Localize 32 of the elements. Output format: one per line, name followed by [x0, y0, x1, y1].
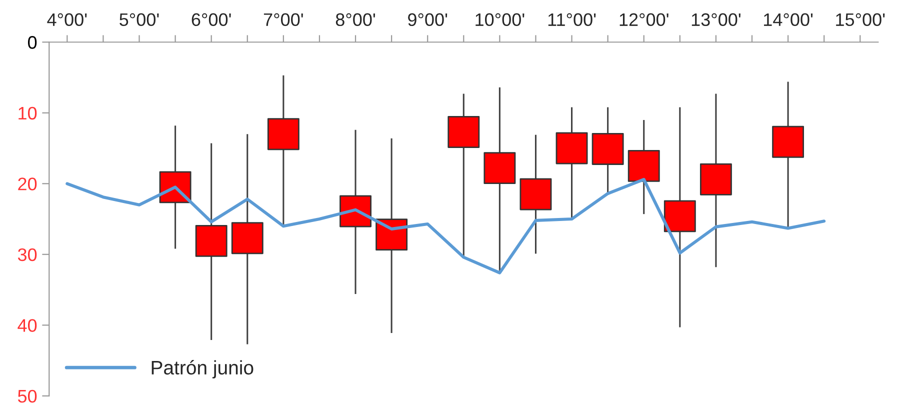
x-tick-label: 4°00'	[47, 13, 87, 26]
x-tick-label: 10°00'	[476, 13, 524, 26]
y-tick-label: 0	[28, 36, 37, 49]
x-tick-label: 5°00'	[120, 13, 159, 26]
y-tick-label: 10	[18, 106, 37, 120]
legend-label: Patrón junio	[152, 360, 254, 378]
point	[664, 200, 696, 232]
point	[628, 150, 660, 182]
point	[267, 118, 300, 150]
y-tick-label: 40	[18, 319, 37, 332]
point	[484, 152, 516, 184]
point	[592, 132, 624, 165]
x-tick-label: 14°00'	[764, 13, 813, 26]
x-tick-label: 15°00'	[836, 13, 885, 26]
point	[195, 224, 228, 257]
point	[520, 178, 552, 210]
y-tick-label: 20	[18, 178, 37, 190]
point	[448, 116, 480, 148]
x-tick-label: 13°00'	[692, 13, 740, 26]
y-tick-label: 50	[18, 390, 37, 403]
point	[700, 163, 732, 196]
x-tick-label: 6°00'	[192, 13, 231, 26]
x-tick-label: 8°00'	[336, 13, 376, 26]
x-tick-label: 11°00'	[548, 13, 596, 26]
x-tick-label: 9°00'	[408, 13, 448, 26]
line-series	[66, 178, 826, 274]
y-tick-label: 30	[18, 248, 37, 262]
point	[556, 132, 588, 164]
point	[231, 222, 264, 254]
x-tick-label: 12°00'	[620, 13, 668, 26]
x-tick-label: 7°00'	[264, 13, 303, 26]
point	[772, 126, 804, 158]
